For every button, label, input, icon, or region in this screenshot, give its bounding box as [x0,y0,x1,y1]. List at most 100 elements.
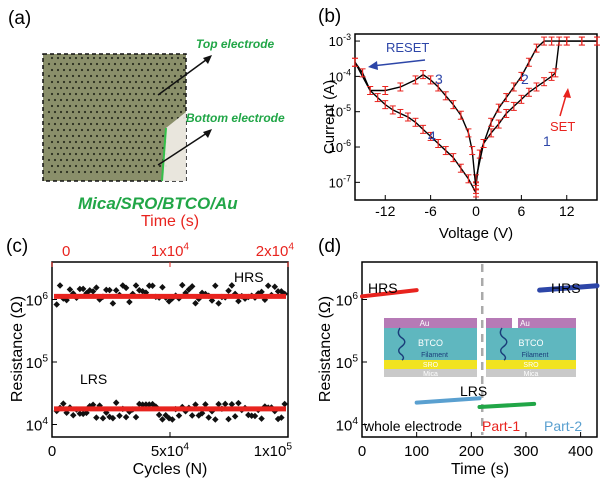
filament-path [499,327,508,361]
legend-part-1: Part-1 [482,418,520,434]
mica-label: Mica [423,371,438,378]
x-tick-label: 200 [459,443,484,460]
y-tick-label: 104 [26,416,49,435]
reset-arrow [371,59,426,67]
data-point [188,412,196,419]
data-point [215,400,222,408]
x-axis-label: Cycles (N) [133,461,208,478]
branch-label-4: 4 [428,128,436,144]
legend-whole-electrode: whole electrode [363,418,462,434]
data-point [278,414,285,421]
filament-label: Filament [421,352,448,359]
data-point [225,415,232,423]
sro-layer [384,360,477,369]
device-schematic: Au BTCO Filament SRO Mica [486,318,576,378]
data-point [93,284,100,291]
bottom-electrode-label: Bottom electrode [186,111,285,125]
iv-branch-2 [475,40,597,179]
data-point [126,298,133,306]
au-label: Au [420,319,430,328]
hrs-label: HRS [234,269,264,285]
top-x-tick-label: 2x104 [256,241,295,260]
x-tick-label: 0 [358,443,366,460]
y-tick-label: 105 [26,353,49,372]
data-point [228,401,236,408]
data-point [258,288,265,296]
x-tick-label: -12 [375,203,395,219]
x-tick-label: 100 [404,443,429,460]
series-line [537,283,600,293]
sro-label: SRO [423,362,439,369]
retention-chart: 0 100 200 300 400 104 105 106 Time (s) Resistance… [317,261,600,478]
data-point [212,282,219,290]
data-point [122,284,130,292]
lrs-label: LRS [80,371,107,387]
mica-layer [384,369,477,377]
top-electrode-arrow [157,56,211,96]
sro-label: SRO [523,362,539,369]
legend-part-2: Part-2 [544,418,582,434]
endurance-chart: 0 5x104 1x105 0 1x104 2x104 Time (s) 104 105 106 C… [9,213,294,478]
top-x-axis-label: Time (s) [141,213,199,230]
data-point [192,401,199,408]
sample-caption: Mica/SRO/BTCO/Au [78,194,238,213]
data-point [79,285,87,293]
data-point [212,416,219,423]
data-point [235,297,242,305]
data-point [89,288,97,295]
y-axis-label: Current (A) [321,80,338,154]
btco-layer [384,328,477,360]
data-point [169,416,176,423]
x-tick-label: 6 [517,203,525,219]
top-x-tick-label: 0 [62,243,70,260]
data-point [264,282,272,290]
y-tick-label: 105 [336,353,359,372]
reset-label: RESET [386,40,429,55]
x-tick-label: 12 [559,203,575,219]
data-point [53,301,60,308]
mica-layer [486,369,576,377]
set-label: SET [550,119,575,134]
data-point [112,399,120,406]
data-point [231,413,239,420]
y-axis-label: Resistance (Ω) [317,296,334,402]
x-tick-label: 5x104 [151,441,190,460]
data-point [179,281,186,289]
filament-path [397,327,406,361]
data-point [281,400,288,408]
plot-frame [361,261,598,438]
branch-label-2: 2 [521,71,529,87]
x-axis-label: Voltage (V) [439,225,513,242]
data-point [69,412,77,419]
mica-label: Mica [524,371,539,378]
x-tick-label: 300 [513,443,538,460]
lrs-label: LRS [460,383,487,399]
series-line [360,288,419,299]
y-tick-label: 10-7 [329,173,351,190]
data-point [221,400,229,408]
data-point [208,297,216,304]
y-axis-label: Resistance (Ω) [9,296,26,402]
panel-label-b: (b) [318,6,341,27]
panel-label-d: (d) [318,236,341,257]
data-point [258,415,265,422]
btco-label: BTCO [518,338,543,348]
y-tick-label: 10-3 [329,32,351,49]
y-tick-label: 10-6 [329,138,351,155]
filament-label: Filament [522,352,549,359]
top-x-tick-label: 1x104 [151,241,190,260]
data-point [205,414,212,421]
data-point [93,414,100,421]
set-arrowhead [563,88,571,98]
hrs-right-label: HRS [551,280,581,296]
branch-label-3: 3 [435,71,443,87]
series-line [477,401,537,409]
data-point [155,411,163,419]
data-point [122,413,130,421]
panel-label-c: (c) [6,236,28,257]
btco-label: BTCO [418,338,443,348]
top-electrode-label: Top electrode [196,37,275,51]
y-tick-label: 10-5 [329,103,351,120]
